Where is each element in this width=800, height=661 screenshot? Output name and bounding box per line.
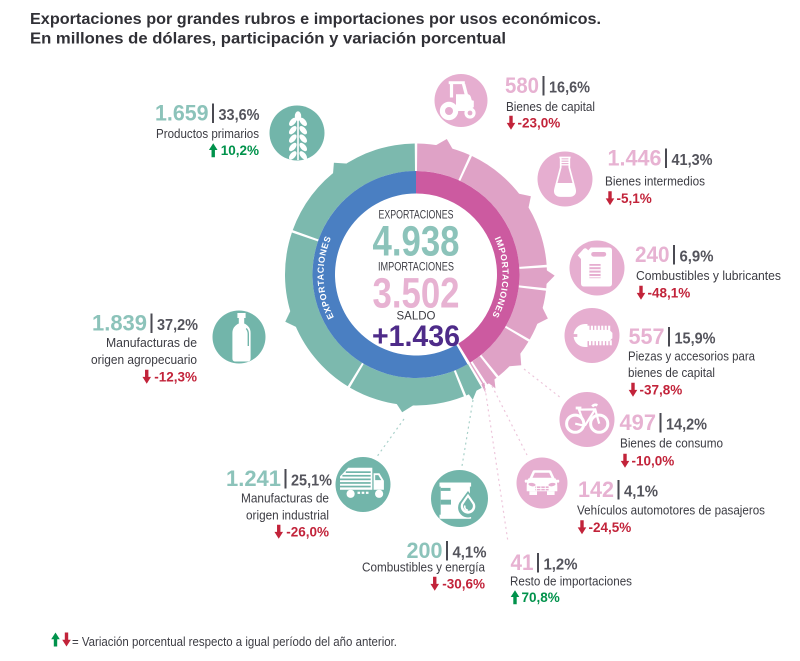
svg-text:Bienes de capital: Bienes de capital — [506, 100, 595, 114]
svg-text:33,6%: 33,6% — [219, 107, 260, 124]
svg-text:-37,8%: -37,8% — [640, 383, 683, 398]
svg-text:bienes de capital: bienes de capital — [628, 366, 715, 380]
svg-text:-26,0%: -26,0% — [286, 525, 329, 540]
svg-text:4,1%: 4,1% — [453, 545, 487, 562]
svg-text:15,9%: 15,9% — [675, 331, 716, 348]
svg-text:= Variación porcentual respect: = Variación porcentual respecto a igual … — [72, 635, 397, 649]
svg-text:Combustibles y energía: Combustibles y energía — [362, 561, 485, 575]
svg-text:Piezas y accesorios para: Piezas y accesorios para — [628, 350, 755, 364]
svg-text:EXPORTACIONES: EXPORTACIONES — [379, 210, 454, 222]
svg-text:origen agropecuario: origen agropecuario — [91, 353, 197, 367]
svg-text:142: 142 — [578, 477, 614, 502]
svg-text:16,6%: 16,6% — [549, 80, 590, 97]
svg-text:580: 580 — [505, 73, 539, 98]
svg-text:37,2%: 37,2% — [157, 317, 198, 334]
svg-text:Bienes intermedios: Bienes intermedios — [605, 175, 705, 189]
svg-text:1.446: 1.446 — [608, 146, 662, 171]
svg-text:3.502: 3.502 — [373, 271, 460, 318]
svg-text:Manufacturas de: Manufacturas de — [241, 492, 329, 506]
svg-text:-5,1%: -5,1% — [617, 191, 652, 206]
svg-text:SALDO: SALDO — [397, 311, 436, 323]
svg-text:Combustibles y lubricantes: Combustibles y lubricantes — [636, 269, 781, 283]
svg-text:-12,3%: -12,3% — [154, 370, 197, 385]
svg-text:origen industrial: origen industrial — [246, 509, 329, 523]
svg-text:+1.436: +1.436 — [372, 320, 460, 353]
svg-text:En millones de dólares, partic: En millones de dólares, participación y … — [30, 31, 506, 48]
svg-text:Exportaciones por grandes rubr: Exportaciones por grandes rubros e impor… — [30, 11, 601, 28]
svg-text:6,9%: 6,9% — [680, 249, 714, 266]
svg-text:25,1%: 25,1% — [291, 473, 332, 490]
svg-text:1.659: 1.659 — [155, 101, 209, 126]
svg-text:-48,1%: -48,1% — [648, 286, 691, 301]
svg-text:10,2%: 10,2% — [221, 143, 259, 158]
svg-text:IMPORTACIONES: IMPORTACIONES — [378, 262, 454, 274]
svg-text:Manufacturas de: Manufacturas de — [106, 336, 197, 350]
svg-text:4.938: 4.938 — [373, 219, 460, 266]
svg-text:497: 497 — [620, 410, 657, 435]
svg-text:Resto de importaciones: Resto de importaciones — [510, 575, 632, 589]
svg-text:-24,5%: -24,5% — [589, 520, 632, 535]
svg-text:14,2%: 14,2% — [666, 417, 707, 434]
svg-text:Bienes de consumo: Bienes de consumo — [620, 437, 723, 451]
svg-text:-30,6%: -30,6% — [442, 577, 485, 592]
svg-text:70,8%: 70,8% — [522, 590, 560, 605]
svg-text:1.241: 1.241 — [226, 466, 281, 491]
svg-text:Vehículos automotores de pasaj: Vehículos automotores de pasajeros — [577, 504, 765, 518]
svg-text:4,1%: 4,1% — [624, 484, 658, 501]
svg-text:240: 240 — [635, 242, 670, 267]
svg-text:200: 200 — [407, 538, 443, 563]
svg-text:1,2%: 1,2% — [544, 557, 578, 574]
svg-text:Productos primarios: Productos primarios — [156, 127, 259, 141]
svg-text:-10,0%: -10,0% — [632, 454, 675, 469]
svg-text:41,3%: 41,3% — [672, 152, 713, 169]
svg-text:1.839: 1.839 — [92, 311, 147, 336]
svg-text:557: 557 — [629, 324, 665, 349]
svg-text:41: 41 — [511, 550, 534, 575]
svg-text:-23,0%: -23,0% — [518, 116, 561, 131]
